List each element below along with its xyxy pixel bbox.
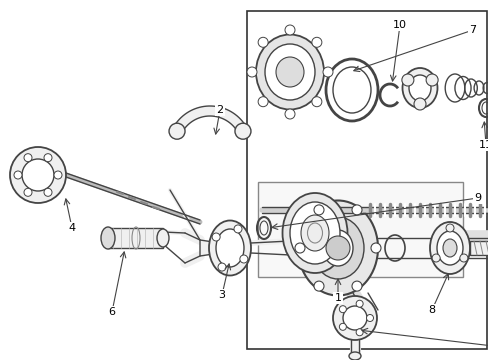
Text: 11: 11 [478, 140, 488, 150]
Ellipse shape [348, 352, 360, 360]
Circle shape [44, 154, 52, 162]
Circle shape [355, 329, 363, 336]
Circle shape [445, 224, 453, 232]
Circle shape [401, 74, 413, 86]
Circle shape [431, 254, 439, 262]
Circle shape [218, 263, 225, 271]
Circle shape [355, 300, 363, 307]
Ellipse shape [402, 68, 437, 108]
Text: 3: 3 [218, 290, 225, 300]
Bar [108, 228, 163, 248]
Circle shape [351, 281, 361, 291]
Ellipse shape [289, 202, 339, 264]
Circle shape [258, 37, 267, 47]
Ellipse shape [275, 57, 304, 87]
Circle shape [323, 67, 332, 77]
Ellipse shape [256, 35, 324, 109]
Circle shape [24, 154, 32, 162]
Circle shape [311, 97, 321, 107]
Circle shape [212, 233, 220, 241]
Circle shape [332, 296, 376, 340]
Ellipse shape [216, 229, 244, 267]
Circle shape [285, 109, 294, 119]
Circle shape [285, 25, 294, 35]
Circle shape [325, 236, 349, 260]
Text: 1: 1 [334, 293, 341, 303]
Circle shape [294, 243, 305, 253]
Circle shape [22, 159, 54, 191]
Circle shape [24, 188, 32, 196]
Circle shape [169, 123, 184, 139]
Circle shape [459, 254, 467, 262]
Ellipse shape [208, 220, 250, 275]
Text: 4: 4 [68, 223, 76, 233]
Ellipse shape [429, 222, 469, 274]
Ellipse shape [301, 215, 328, 251]
Bar [469, 241, 488, 255]
Text: 7: 7 [468, 25, 476, 35]
Ellipse shape [323, 230, 352, 266]
Circle shape [351, 205, 361, 215]
Ellipse shape [311, 217, 363, 279]
Text: 9: 9 [473, 193, 481, 203]
Circle shape [240, 255, 247, 263]
Ellipse shape [282, 193, 347, 273]
Text: 6: 6 [108, 307, 115, 317]
Polygon shape [200, 240, 220, 256]
Circle shape [234, 225, 242, 233]
Ellipse shape [264, 44, 314, 100]
Circle shape [339, 306, 346, 313]
Circle shape [339, 323, 346, 330]
Bar [258, 182, 462, 277]
Circle shape [366, 315, 373, 321]
Ellipse shape [408, 75, 430, 101]
Text: 10: 10 [392, 20, 406, 30]
Circle shape [10, 147, 66, 203]
Bar [246, 11, 486, 349]
Circle shape [258, 97, 267, 107]
Circle shape [311, 37, 321, 47]
Circle shape [425, 74, 437, 86]
Circle shape [413, 98, 425, 110]
Circle shape [14, 171, 22, 179]
Circle shape [235, 123, 250, 139]
Circle shape [44, 188, 52, 196]
Circle shape [313, 281, 324, 291]
Ellipse shape [101, 227, 115, 249]
Circle shape [342, 306, 366, 330]
Text: 8: 8 [427, 305, 435, 315]
Ellipse shape [157, 229, 169, 247]
Ellipse shape [297, 201, 377, 296]
Circle shape [54, 171, 62, 179]
Circle shape [246, 67, 257, 77]
Ellipse shape [436, 231, 462, 265]
Text: 2: 2 [216, 105, 223, 115]
Circle shape [370, 243, 380, 253]
Polygon shape [172, 106, 247, 134]
Ellipse shape [442, 239, 456, 257]
Circle shape [313, 205, 324, 215]
